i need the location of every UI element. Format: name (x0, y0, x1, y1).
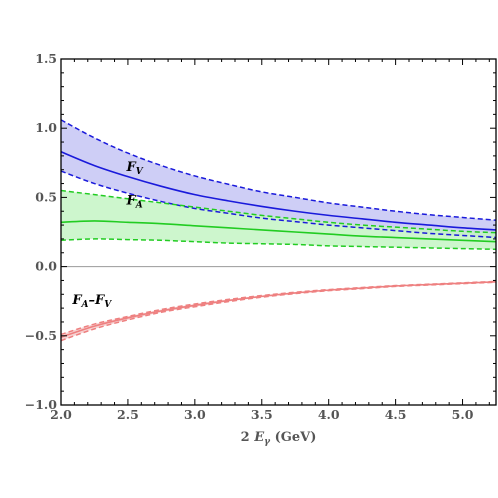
line-FA-FV-lower (60, 281, 497, 342)
line-FA-FV-central (60, 281, 497, 338)
series-label-part: F (94, 293, 105, 308)
y-tick-label: 0.5 (35, 189, 57, 204)
series-label-part: A (135, 200, 143, 210)
y-tick-label: −0.5 (25, 328, 57, 343)
band-FA (61, 190, 496, 250)
y-tick-label: 1.0 (35, 120, 57, 135)
plot-frame (60, 58, 497, 406)
error-bands (61, 119, 496, 341)
line-FV-upper (60, 119, 497, 221)
series-label-part: A (81, 300, 89, 310)
x-tick-label: 3.5 (251, 407, 273, 422)
x-tick-label: 4.5 (385, 407, 407, 422)
series-label-part: F (126, 160, 137, 175)
y-tick-label: 1.5 (35, 51, 57, 66)
series-label-FV: FV (126, 160, 144, 177)
line-FV-central (60, 150, 497, 231)
line-FV-lower (60, 170, 497, 239)
y-tick-label: −1.0 (25, 397, 58, 412)
y-tick-label: 0.0 (35, 259, 57, 274)
x-tick-label: 5.0 (452, 407, 474, 422)
x-axis-title-suffix: (GeV) (270, 430, 316, 445)
x-tick-label: 2.5 (117, 407, 139, 422)
line-FA-lower (60, 238, 497, 251)
axis-ticks: 2.0 2.5 3.0 3.5 4.0 4.5 5.0 1.5 1.0 0.5 0.0 −0.5 −1.… (25, 51, 496, 422)
series-label-part: F (126, 193, 137, 208)
series-label-part: F (71, 293, 82, 308)
series-label-part: – (89, 293, 96, 308)
series-label-FA: FA (126, 193, 143, 210)
x-tick-label: 4.0 (318, 407, 340, 422)
series-label-part: V (136, 167, 144, 177)
x-axis-title-prefix: 2 (241, 430, 255, 445)
series-label-part: V (104, 300, 112, 310)
line-FA-FV-upper (60, 280, 497, 336)
band-FV (61, 119, 496, 238)
x-axis-title: 2 Eγ (GeV) (241, 430, 317, 447)
band-FA-FV (61, 281, 496, 341)
x-axis-title-main: E (253, 430, 265, 445)
x-tick-label: 3.0 (184, 407, 206, 422)
series-label-FA-FV: FA–FV (71, 293, 112, 310)
x-axis-title-sub: γ (264, 437, 271, 447)
x-tick-label: 2.0 (50, 407, 72, 422)
series-lines (60, 119, 497, 342)
line-FA-upper (60, 189, 497, 234)
line-FA-central (60, 220, 497, 243)
